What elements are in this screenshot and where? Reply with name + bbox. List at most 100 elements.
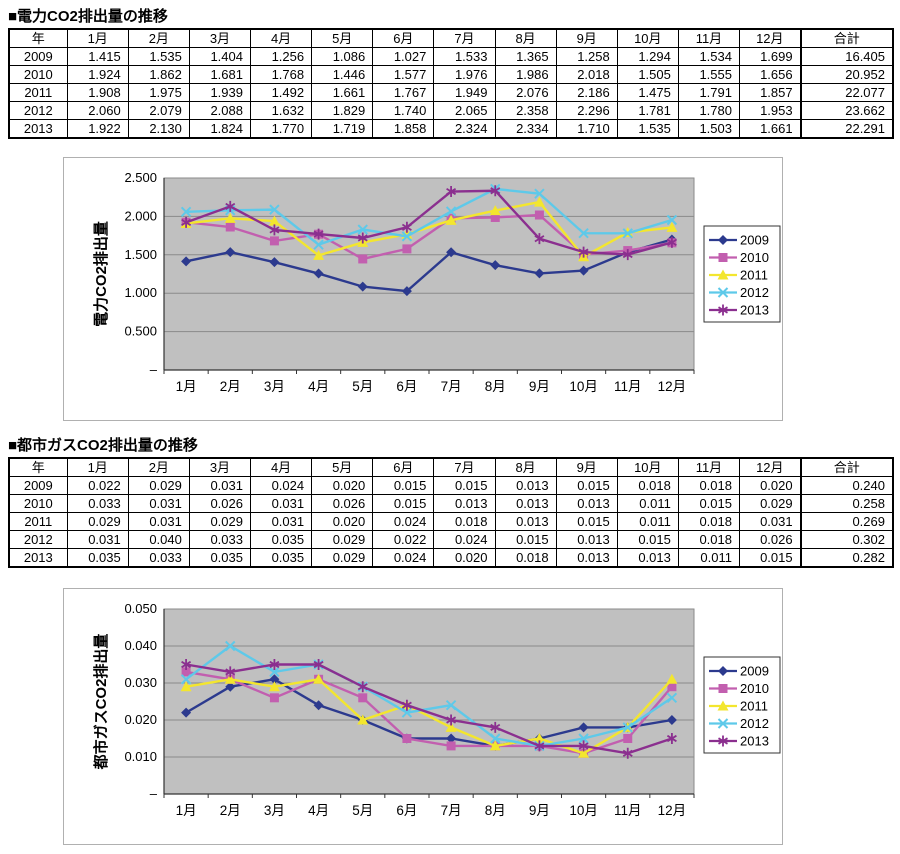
column-header: 6月 — [372, 457, 435, 477]
table-row: 2009 1.415 1.535 1.404 1.256 1.086 1.027 1.533 1… — [8, 47, 894, 66]
marker-diamond-icon — [578, 722, 589, 733]
value-cell: 1.953 — [738, 101, 802, 120]
value-cell: 0.029 — [66, 512, 129, 531]
value-cell: 0.015 — [738, 548, 802, 568]
column-header: 8月 — [494, 457, 557, 477]
value-cell: 0.040 — [127, 530, 190, 549]
header-row: 年 1月 2月 3月 4月 5月 6月 7月 8月 9月 10月 11月 12月 合計 — [8, 28, 894, 48]
value-cell: 2.324 — [433, 119, 496, 139]
y-axis-tick-label: 0.020 — [124, 712, 157, 727]
series-2009 — [181, 234, 677, 297]
value-cell: 1.767 — [372, 83, 435, 102]
marker-x-icon — [357, 224, 368, 235]
value-cell: 0.018 — [433, 512, 496, 531]
marker-asterisk-icon — [622, 249, 633, 261]
value-cell: 1.924 — [66, 65, 129, 84]
value-cell: 0.020 — [311, 476, 374, 495]
column-header: 4月 — [249, 28, 313, 48]
series-line — [186, 187, 673, 247]
value-cell: 1.661 — [738, 119, 802, 139]
value-cell: 0.031 — [738, 512, 802, 531]
value-cell: 1.780 — [677, 101, 741, 120]
marker-x-icon — [180, 674, 192, 685]
value-cell: 0.029 — [311, 548, 374, 568]
marker-x-icon — [401, 707, 413, 718]
marker-asterisk-icon — [578, 246, 589, 258]
column-header: 2月 — [127, 28, 190, 48]
marker-triangle-icon — [666, 673, 678, 684]
marker-asterisk-icon — [357, 232, 368, 244]
marker-asterisk-icon — [490, 185, 501, 197]
x-axis-label: 6月 — [396, 379, 417, 394]
y-axis-title: 電力CO2排出量 — [92, 221, 110, 327]
value-cell: 2.334 — [494, 119, 557, 139]
column-header: 10月 — [616, 457, 679, 477]
marker-asterisk-icon — [718, 304, 728, 316]
column-header: 1月 — [66, 28, 129, 48]
marker-triangle-icon — [533, 196, 545, 207]
marker-triangle-icon — [224, 673, 236, 684]
marker-x-icon — [717, 287, 729, 298]
column-header: 12月 — [738, 457, 802, 477]
column-header: 4月 — [249, 457, 313, 477]
citygas-co2-chart: 1月 2月 3月 4月 5月 6月 7月 8月 9月 10月 11月 12月 – 0.010 0.020 0.… — [63, 588, 783, 845]
value-cell: 0.029 — [127, 476, 190, 495]
marker-diamond-icon — [490, 260, 501, 271]
value-cell: 2.076 — [494, 83, 557, 102]
series-line — [185, 663, 673, 755]
value-cell: 0.013 — [494, 512, 557, 531]
marker-square-icon — [402, 244, 412, 254]
marker-diamond-icon — [446, 247, 457, 258]
value-cell: 0.013 — [494, 494, 557, 513]
marker-triangle-icon — [224, 212, 236, 223]
x-axis-label: 7月 — [441, 379, 462, 394]
total-cell: 0.282 — [799, 548, 894, 568]
column-header: 3月 — [188, 457, 252, 477]
legend-label: 2013 — [740, 303, 769, 318]
value-cell: 1.475 — [616, 83, 679, 102]
table-row: 2009 0.022 0.029 0.031 0.024 0.020 0.015 0.015 0… — [8, 476, 894, 495]
marker-x-icon — [269, 666, 280, 678]
value-cell: 1.858 — [372, 119, 435, 139]
x-axis-label: 1月 — [176, 803, 197, 818]
value-cell: 0.031 — [127, 512, 190, 531]
value-cell: 0.029 — [311, 530, 374, 549]
marker-square-icon — [358, 254, 368, 264]
marker-square-icon — [534, 210, 544, 220]
marker-diamond-icon — [313, 268, 324, 279]
value-cell: 1.768 — [249, 65, 313, 84]
marker-triangle-icon — [666, 221, 678, 232]
marker-square-icon — [667, 682, 677, 692]
value-cell: 1.534 — [677, 47, 741, 66]
marker-asterisk-icon — [269, 224, 280, 236]
column-header: 6月 — [372, 28, 435, 48]
marker-asterisk-icon — [269, 659, 280, 670]
series-2013 — [181, 659, 677, 759]
marker-asterisk-icon — [401, 221, 412, 233]
table-row: 2010 0.033 0.031 0.026 0.031 0.026 0.015 0.013 0… — [8, 494, 894, 513]
marker-square-icon — [402, 734, 412, 743]
legend-label: 2012 — [740, 285, 769, 300]
table-row: 2013 0.035 0.033 0.035 0.035 0.029 0.024 0.020 0… — [8, 548, 894, 568]
value-cell: 2.088 — [188, 101, 252, 120]
value-cell: 1.975 — [127, 83, 190, 102]
value-cell: 0.031 — [249, 494, 313, 513]
value-cell: 0.029 — [188, 512, 252, 531]
value-cell: 1.533 — [433, 47, 496, 66]
column-header: 10月 — [616, 28, 679, 48]
value-cell: 1.632 — [249, 101, 313, 120]
value-cell: 1.986 — [494, 65, 557, 84]
value-cell: 0.013 — [616, 548, 679, 568]
value-cell: 0.013 — [433, 494, 496, 513]
value-cell: 2.358 — [494, 101, 557, 120]
marker-x-icon — [225, 640, 236, 652]
marker-x-icon — [445, 206, 457, 217]
total-cell: 22.291 — [799, 119, 894, 139]
y-axis-tick-label: 0.050 — [124, 601, 157, 616]
legend-label: 2009 — [740, 664, 769, 679]
table-row: 2012 0.031 0.040 0.033 0.035 0.029 0.022 0.024 0… — [8, 530, 894, 549]
table-row: 2012 2.060 2.079 2.088 1.632 1.829 1.740 2.065 2… — [8, 101, 894, 120]
year-cell: 2012 — [8, 530, 68, 549]
marker-square-icon — [225, 222, 235, 232]
